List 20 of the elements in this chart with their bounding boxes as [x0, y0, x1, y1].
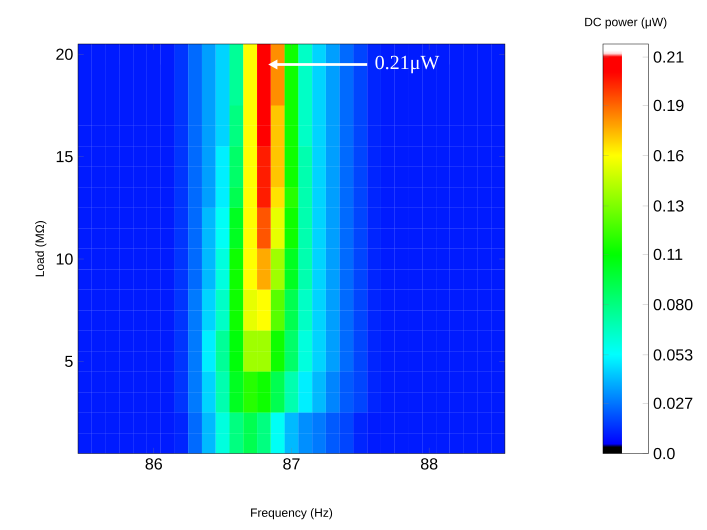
y-tick-label: 20: [56, 48, 73, 60]
color-bar-label: 0.053: [654, 349, 692, 361]
color-bar-label: 0.11: [654, 248, 682, 260]
color-bar-label: 0.16: [654, 150, 684, 162]
color-bar-label: 0.0: [654, 448, 675, 460]
x-tick-label: 87: [283, 458, 300, 470]
color-bar-title: DC power (μW): [585, 18, 666, 29]
y-tick-label: 10: [56, 254, 73, 265]
color-bar-label: 0.13: [654, 200, 684, 212]
y-tick-label: 15: [56, 151, 73, 162]
y-axis-title: Load (MΩ): [35, 221, 46, 277]
y-tick-label: 5: [65, 356, 73, 368]
x-axis-title: Frequency (Hz): [251, 508, 332, 520]
color-bar-label: 0.19: [654, 100, 684, 112]
x-tick-label: 86: [146, 458, 162, 470]
x-tick-label: 88: [420, 458, 438, 470]
color-bar-label: 0.080: [654, 299, 693, 310]
color-bar-label: 0.027: [654, 398, 692, 410]
annotation: 0.21μW: [375, 56, 440, 74]
color-bar-label: 0.21: [654, 52, 684, 63]
